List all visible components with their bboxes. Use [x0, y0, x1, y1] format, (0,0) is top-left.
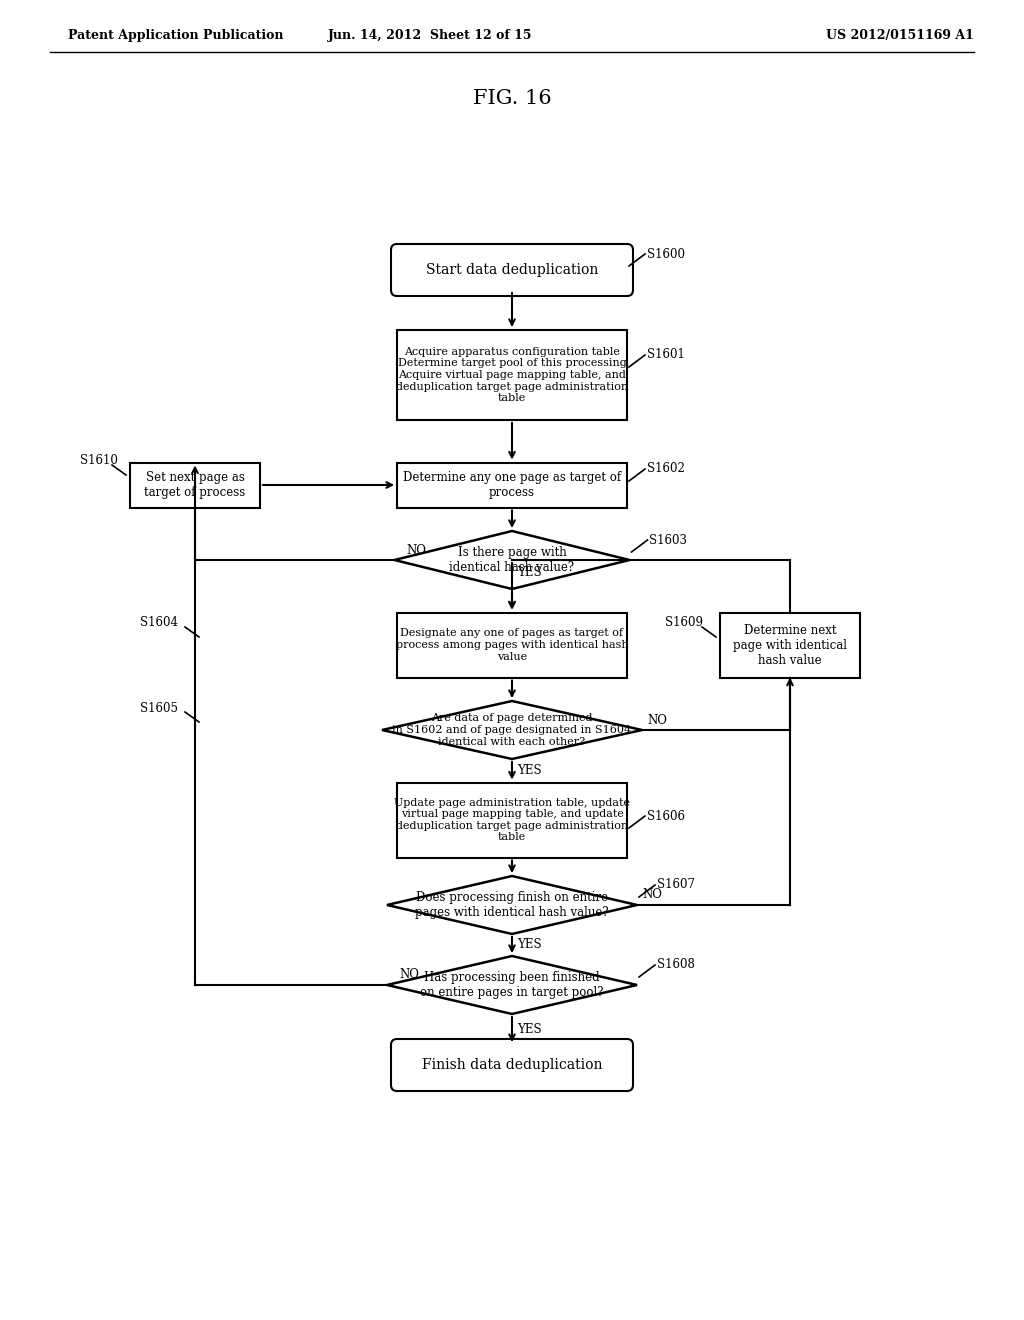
Text: S1603: S1603	[649, 533, 687, 546]
Text: S1604: S1604	[140, 616, 178, 630]
Text: S1602: S1602	[647, 462, 685, 475]
Text: Patent Application Publication: Patent Application Publication	[68, 29, 284, 41]
Text: Acquire apparatus configuration table
Determine target pool of this processing
A: Acquire apparatus configuration table De…	[396, 347, 628, 403]
Text: Set next page as
target of process: Set next page as target of process	[144, 471, 246, 499]
Text: FIG. 16: FIG. 16	[473, 88, 551, 107]
Text: S1607: S1607	[657, 879, 695, 891]
Text: S1601: S1601	[647, 348, 685, 362]
FancyBboxPatch shape	[391, 244, 633, 296]
Text: US 2012/0151169 A1: US 2012/0151169 A1	[826, 29, 974, 41]
Text: Finish data deduplication: Finish data deduplication	[422, 1059, 602, 1072]
Text: S1606: S1606	[647, 809, 685, 822]
FancyBboxPatch shape	[397, 330, 627, 420]
Text: S1605: S1605	[140, 701, 178, 714]
Text: Designate any one of pages as target of
process among pages with identical hash
: Designate any one of pages as target of …	[395, 628, 629, 661]
Text: S1610: S1610	[80, 454, 118, 466]
FancyBboxPatch shape	[397, 612, 627, 677]
Text: NO: NO	[642, 888, 662, 902]
Text: Has processing been finished
on entire pages in target pool?: Has processing been finished on entire p…	[420, 972, 604, 999]
Polygon shape	[387, 876, 637, 935]
Text: NO: NO	[647, 714, 667, 726]
Text: YES: YES	[517, 764, 542, 777]
Text: Is there page with
identical hash value?: Is there page with identical hash value?	[450, 546, 574, 574]
Text: Jun. 14, 2012  Sheet 12 of 15: Jun. 14, 2012 Sheet 12 of 15	[328, 29, 532, 41]
Text: YES: YES	[517, 1023, 542, 1036]
Text: S1600: S1600	[647, 248, 685, 260]
Polygon shape	[387, 956, 637, 1014]
FancyBboxPatch shape	[720, 612, 860, 677]
Text: Determine any one page as target of
process: Determine any one page as target of proc…	[402, 471, 622, 499]
Text: Update page administration table, update
virtual page mapping table, and update
: Update page administration table, update…	[394, 797, 630, 842]
Text: YES: YES	[517, 565, 542, 578]
Text: Are data of page determined
in S1602 and of page designated in S1604
identical w: Are data of page determined in S1602 and…	[392, 713, 632, 747]
Polygon shape	[394, 531, 630, 589]
Text: Determine next
page with identical
hash value: Determine next page with identical hash …	[733, 623, 847, 667]
FancyBboxPatch shape	[397, 462, 627, 507]
FancyBboxPatch shape	[130, 462, 260, 507]
Polygon shape	[382, 701, 642, 759]
Text: Start data deduplication: Start data deduplication	[426, 263, 598, 277]
FancyBboxPatch shape	[391, 1039, 633, 1092]
Text: YES: YES	[517, 939, 542, 952]
Text: S1609: S1609	[665, 616, 703, 630]
Text: Does processing finish on entire
pages with identical hash value?: Does processing finish on entire pages w…	[415, 891, 609, 919]
FancyBboxPatch shape	[397, 783, 627, 858]
Text: NO: NO	[399, 969, 419, 982]
Text: NO: NO	[407, 544, 426, 557]
Text: S1608: S1608	[657, 958, 695, 972]
